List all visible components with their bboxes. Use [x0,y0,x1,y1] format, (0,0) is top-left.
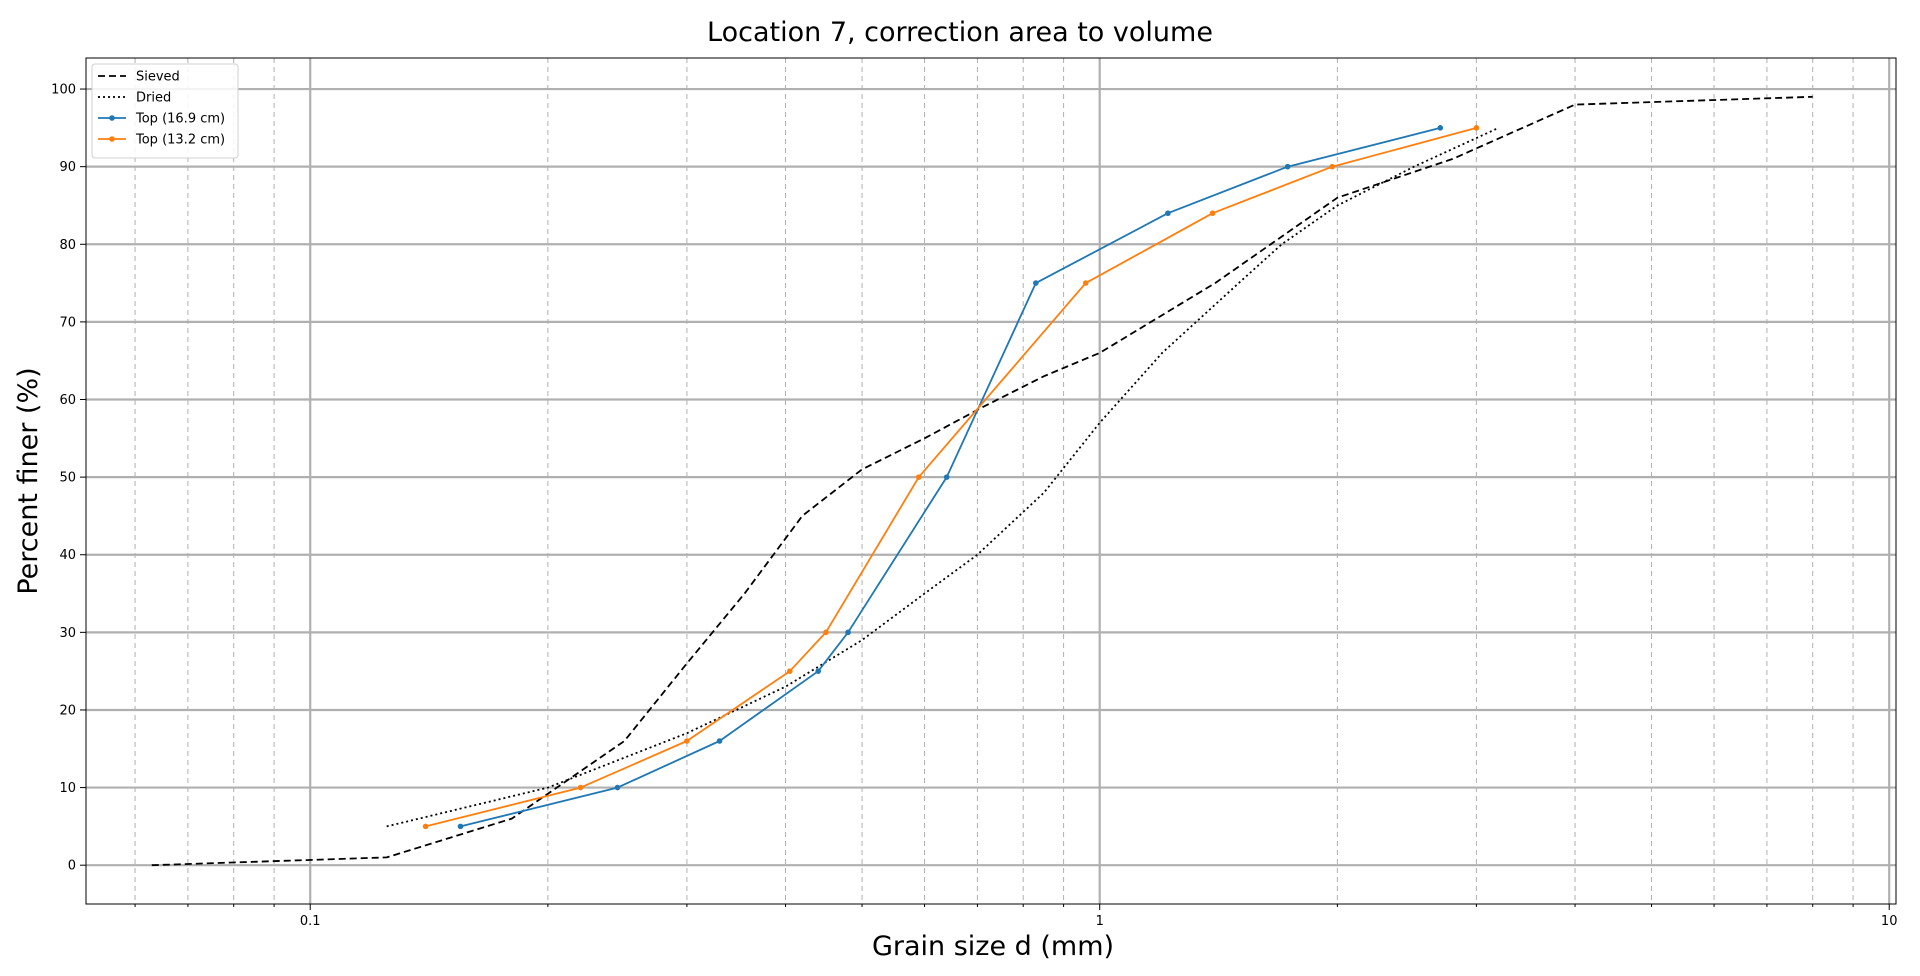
legend: Sieved Dried Top (16.9 cm) Top (13.2 cm) [91,63,239,159]
data-point [1209,210,1216,217]
x-tick-label: 10 [1881,914,1898,929]
x-axis-label: Grain size d (mm) [872,931,1114,962]
y-tick-label: 20 [59,703,76,718]
series-group [151,95,1813,867]
series-line [425,127,1477,828]
series-line [151,95,1813,867]
grid [86,58,1896,904]
data-point [916,474,922,480]
y-tick-label: 80 [59,238,76,253]
chart-title: Location 7, correction area to volume [707,17,1213,48]
plot-frame [85,57,1897,905]
data-point [577,784,584,791]
y-tick-label: 50 [59,471,76,486]
data-point [716,738,723,744]
legend-box [91,63,239,159]
data-point [823,629,829,636]
x-tick-label: 0.1 [300,914,321,929]
data-point [815,668,822,674]
data-point [1329,163,1335,170]
series [422,125,1480,830]
legend-label: Sieved [136,70,180,85]
y-tick-label: 100 [51,83,76,98]
data-point [457,823,464,830]
data-point [1033,280,1039,286]
legend-marker [109,136,115,142]
data-point [845,629,851,636]
data-point [614,784,621,791]
legend-label: Top (16.9 cm) [135,112,225,127]
data-point [684,738,690,744]
y-tick-label: 90 [59,160,76,175]
legend-label: Dried [136,91,171,106]
data-point [1473,125,1480,131]
legend-label: Top (13.2 cm) [135,133,225,148]
data-point [1437,125,1444,131]
series [457,125,1444,830]
data-point [422,823,429,830]
data-point [786,668,793,674]
legend-marker [109,115,115,121]
data-point [1165,210,1171,217]
y-tick-label: 10 [59,781,76,796]
x-tick-label: 1 [1096,914,1104,929]
data-point [1284,163,1291,170]
data-point [1082,280,1089,286]
data-point [943,474,950,480]
y-tick-label: 0 [68,859,76,874]
y-tick-label: 60 [59,393,76,408]
series-line [460,127,1441,828]
y-tick-label: 70 [59,315,76,330]
y-tick-label: 30 [59,626,76,641]
series [151,95,1813,867]
y-axis-label: Percent finer (%) [13,367,44,594]
y-tick-label: 40 [59,548,76,563]
